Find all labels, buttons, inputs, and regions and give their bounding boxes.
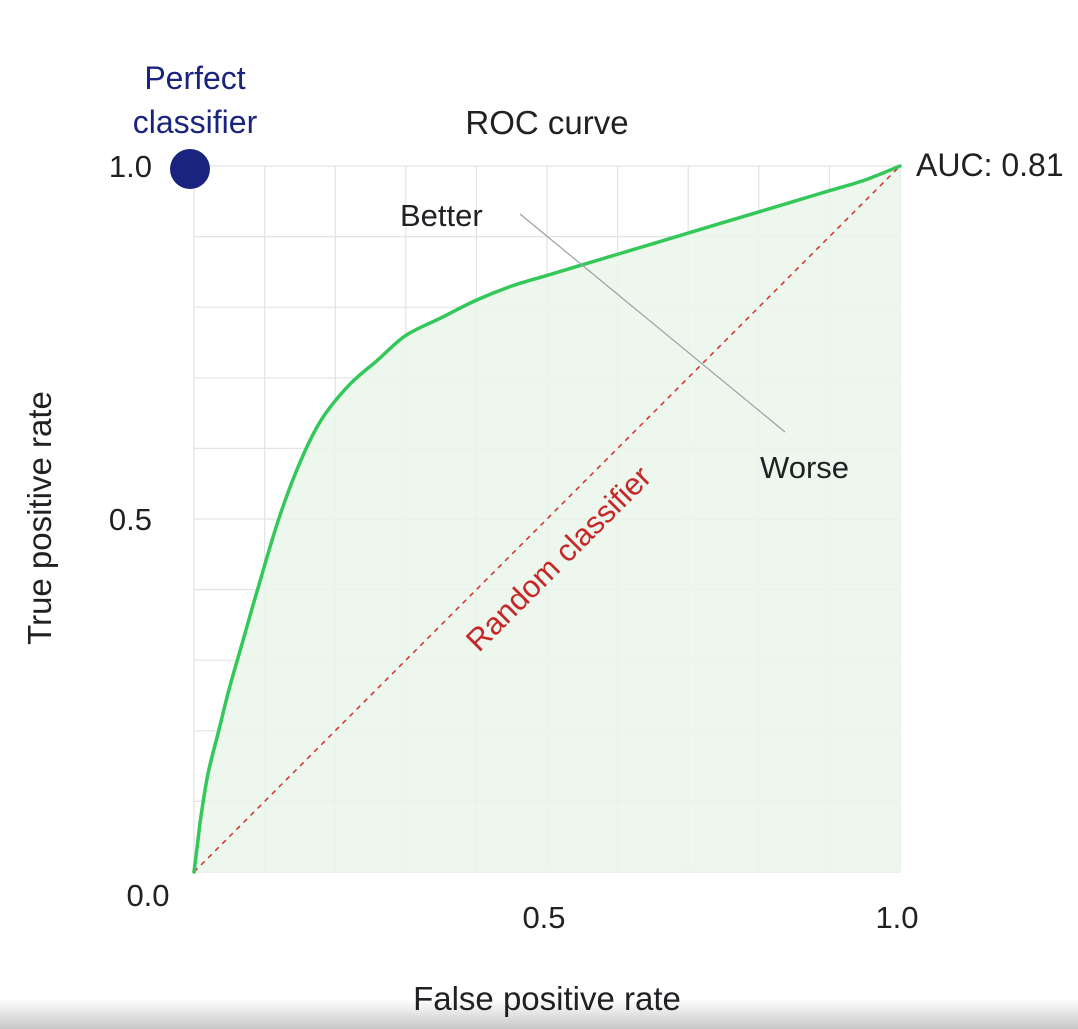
x-axis-label: False positive rate [413,980,681,1017]
perfect-label-line1: Perfect [144,60,245,96]
roc-area-fill [194,166,900,872]
perfect-label-line2: classifier [133,104,258,140]
roc-curve-line [192,164,902,874]
x-tick-label: 0.0 [126,878,169,913]
y-axis-label: True positive rate [21,391,58,645]
better-worse-arrow [519,213,786,433]
y-tick-label: 1.0 [109,149,152,184]
x-tick-label: 0.5 [522,900,565,935]
y-tick-label: 0.5 [109,502,152,537]
better-label: Better [400,198,483,233]
x-tick-label: 1.0 [875,900,918,935]
perfect-classifier-point [170,149,210,189]
random-classifier-line [193,165,901,873]
video-bottom-shade [0,999,1078,1029]
auc-label: AUC: 0.81 [916,147,1064,183]
worse-label: Worse [760,450,849,485]
chart-title: ROC curve [465,104,628,141]
tick-labels: 0.0 0.5 1.0 0.5 1.0 [109,149,919,935]
